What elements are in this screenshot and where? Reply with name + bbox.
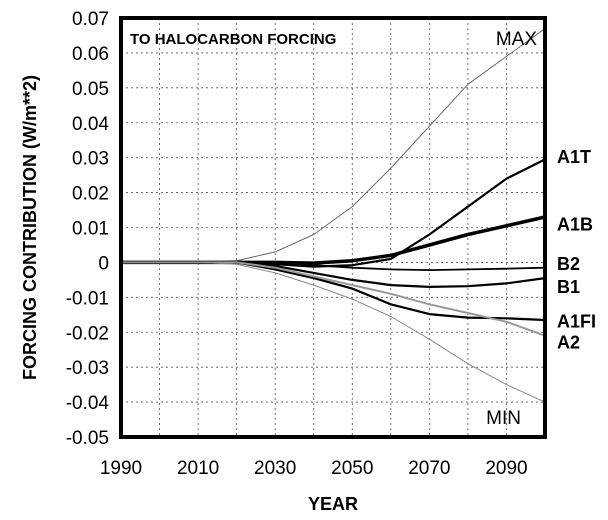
- chart-title: TO HALOCARBON FORCING: [130, 31, 336, 48]
- series-label-a2: A2: [557, 332, 580, 352]
- x-tick-label: 2070: [408, 458, 450, 479]
- plot-frame: [119, 16, 547, 439]
- x-tick-label: 2050: [331, 458, 373, 479]
- y-axis-label: FORCING CONTRIBUTION (W/m**2): [20, 75, 40, 380]
- y-tick-label: -0.04: [66, 393, 110, 414]
- y-tick-label: -0.05: [66, 428, 109, 449]
- y-tick-label: 0.05: [72, 79, 109, 100]
- x-tick-label: 2030: [254, 458, 296, 479]
- y-tick-label: 0.01: [72, 219, 109, 240]
- series-line-a1t: [121, 158, 546, 268]
- series-label-a1fi: A1FI: [557, 311, 596, 331]
- x-axis-label: YEAR: [308, 494, 358, 514]
- series-label-b1: B1: [557, 277, 580, 297]
- y-tick-label: -0.03: [66, 358, 109, 379]
- y-tick-label: -0.02: [66, 323, 109, 344]
- y-tick-label: 0.06: [72, 44, 109, 65]
- y-tick-label: 0: [98, 253, 109, 274]
- series-line-a1b: [121, 215, 546, 265]
- x-tick-label: 1990: [100, 458, 142, 479]
- y-tick-label: 0.02: [72, 184, 109, 205]
- series-label-a1t: A1T: [557, 147, 591, 167]
- y-tick-labels: 0.07 0.06 0.05 0.04 0.03 0.02 0.01 0 -0.01 -0.02 -…: [66, 9, 110, 449]
- series-line-a1fi: [121, 261, 546, 322]
- x-tick-label: 2010: [177, 458, 219, 479]
- annotation-min: MIN: [486, 408, 521, 429]
- x-tick-label: 2090: [485, 458, 527, 479]
- y-tick-label: 0.07: [72, 9, 109, 30]
- y-tick-label: -0.01: [66, 288, 109, 309]
- grid: [121, 18, 545, 437]
- series-line-a2: [121, 261, 546, 337]
- series-lines: [121, 28, 546, 403]
- series-label-b2: B2: [557, 254, 580, 274]
- annotation-max: MAX: [496, 29, 538, 50]
- series-label-a1b: A1B: [557, 214, 593, 234]
- y-tick-label: 0.04: [72, 114, 109, 135]
- y-tick-label: 0.03: [72, 149, 109, 170]
- series-line-min: [121, 261, 546, 403]
- x-tick-labels: 1990 2010 2030 2050 2070 2090: [100, 458, 528, 479]
